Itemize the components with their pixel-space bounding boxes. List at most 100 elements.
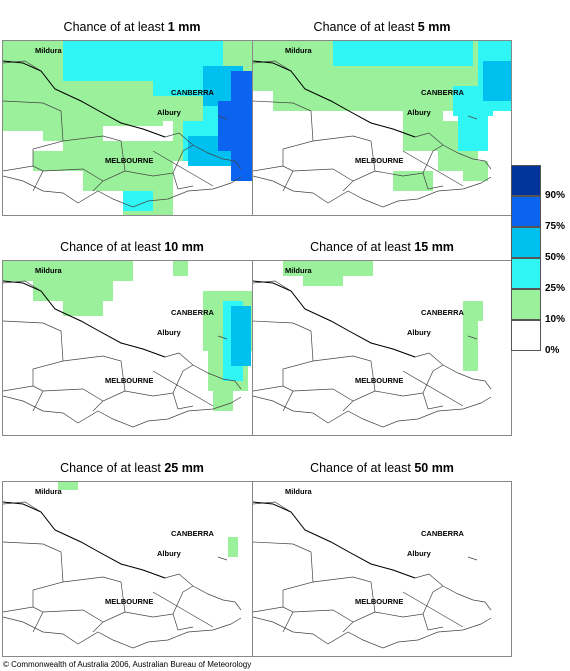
panel-title: Chance of at least 50 mm <box>310 461 454 475</box>
rain-area <box>218 101 238 151</box>
map-svg: Mildura CANBERRA Albury MELBOURNE <box>253 261 492 428</box>
legend-swatch-4 <box>511 289 541 320</box>
place-label-canberra: CANBERRA <box>421 88 465 97</box>
panel-title: Chance of at least 10 mm <box>60 240 204 254</box>
river-line <box>253 501 416 579</box>
boundary-line <box>172 364 194 394</box>
boundary-line <box>467 115 478 120</box>
map-svg: Mildura CANBERRA Albury MELBOURNE <box>3 41 261 215</box>
boundary-line <box>217 335 228 340</box>
color-legend: 90% 75% 50% 25% 10% 0% <box>511 165 567 356</box>
boundary-line <box>42 168 104 182</box>
boundary-line <box>3 175 242 208</box>
river-line <box>253 280 416 358</box>
place-label-mildura: Mildura <box>35 46 62 55</box>
rainfall-map: Mildura CANBERRA Albury MELBOURNE <box>2 260 262 436</box>
rain-area <box>63 141 173 171</box>
boundary-line <box>253 165 294 192</box>
rain-area <box>231 306 251 366</box>
boundary-line <box>3 395 242 428</box>
boundary-line <box>124 390 194 410</box>
rainfall-map: Mildura CANBERRA Albury MELBOURNE <box>252 40 512 216</box>
boundary-line <box>467 335 478 340</box>
rainfall-map: Mildura CANBERRA Albury MELBOURNE <box>252 260 512 436</box>
place-label-melbourne: MELBOURNE <box>355 597 403 606</box>
rain-area <box>463 301 483 321</box>
boundary-line <box>253 320 314 386</box>
boundary-line <box>172 144 194 174</box>
rain-area <box>3 111 43 131</box>
legend-swatch-5 <box>511 320 541 351</box>
rain-area <box>273 91 353 111</box>
rain-area <box>43 111 103 141</box>
boundary-line <box>172 585 194 615</box>
panel-title: Chance of at least 25 mm <box>60 461 204 475</box>
boundary-line <box>312 135 376 192</box>
boundary-line <box>152 370 214 407</box>
place-label-canberra: CANBERRA <box>171 88 215 97</box>
boundary-line <box>292 609 354 623</box>
rain-area <box>63 41 223 81</box>
place-label-melbourne: MELBOURNE <box>105 156 153 165</box>
place-label-mildura: Mildura <box>285 46 312 55</box>
boundary-line <box>3 606 44 633</box>
rain-area <box>303 276 343 286</box>
boundary-line <box>3 165 44 192</box>
boundary-line <box>3 100 64 166</box>
rain-area <box>228 537 238 557</box>
panel-title: Chance of at least 15 mm <box>310 240 454 254</box>
boundary-line <box>402 370 464 407</box>
boundary-line <box>42 609 104 623</box>
rainfall-map: Mildura CANBERRA Albury MELBOURNE <box>2 40 262 216</box>
boundary-line <box>3 320 64 386</box>
legend-swatch-2 <box>511 227 541 258</box>
boundary-line <box>253 395 492 428</box>
boundary-line <box>217 556 228 561</box>
place-label-mildura: Mildura <box>285 487 312 496</box>
rain-area <box>3 261 133 281</box>
copyright-note: © Commonwealth of Australia 2006, Austra… <box>3 660 252 669</box>
boundary-line <box>467 556 478 561</box>
rain-area <box>483 61 511 101</box>
place-label-mildura: Mildura <box>35 266 62 275</box>
boundary-line <box>3 541 64 607</box>
boundary-line <box>312 576 376 633</box>
place-label-melbourne: MELBOURNE <box>105 376 153 385</box>
place-label-albury: Albury <box>407 108 432 117</box>
legend-label-25: 25% <box>545 283 566 294</box>
legend-swatch-0 <box>511 165 541 196</box>
rain-area <box>403 111 443 151</box>
rainfall-map: Mildura CANBERRA Albury MELBOURNE <box>252 481 512 657</box>
rainfall-map: Mildura CANBERRA Albury MELBOURNE <box>2 481 262 657</box>
boundary-line <box>402 150 464 187</box>
rain-area <box>393 171 433 191</box>
boundary-line <box>253 541 314 607</box>
boundary-line <box>253 175 492 208</box>
boundary-line <box>253 385 294 412</box>
legend-label-0: 0% <box>545 345 560 356</box>
rain-area <box>173 261 188 276</box>
boundary-line <box>374 611 444 631</box>
legend-swatch-3 <box>511 258 541 289</box>
panel-title: Chance of at least 1 mm <box>63 20 201 34</box>
place-label-albury: Albury <box>157 108 182 117</box>
legend-label-10: 10% <box>545 314 566 325</box>
panel-title: Chance of at least 5 mm <box>313 20 451 34</box>
legend-swatch-1 <box>511 196 541 227</box>
place-label-mildura: Mildura <box>35 487 62 496</box>
boundary-line <box>292 168 354 182</box>
rain-area <box>283 261 373 276</box>
place-label-albury: Albury <box>407 549 432 558</box>
boundary-line <box>62 135 126 192</box>
river-line <box>253 60 416 138</box>
place-label-melbourne: MELBOURNE <box>355 376 403 385</box>
rain-area <box>58 482 78 490</box>
rain-area <box>463 321 478 371</box>
boundary-line <box>253 100 314 166</box>
boundary-line <box>62 576 126 633</box>
map-svg: Mildura CANBERRA Albury MELBOURNE <box>253 41 511 208</box>
place-label-melbourne: MELBOURNE <box>355 156 403 165</box>
place-label-canberra: CANBERRA <box>171 308 215 317</box>
legend-label-50: 50% <box>545 252 566 263</box>
boundary-line <box>312 355 376 412</box>
